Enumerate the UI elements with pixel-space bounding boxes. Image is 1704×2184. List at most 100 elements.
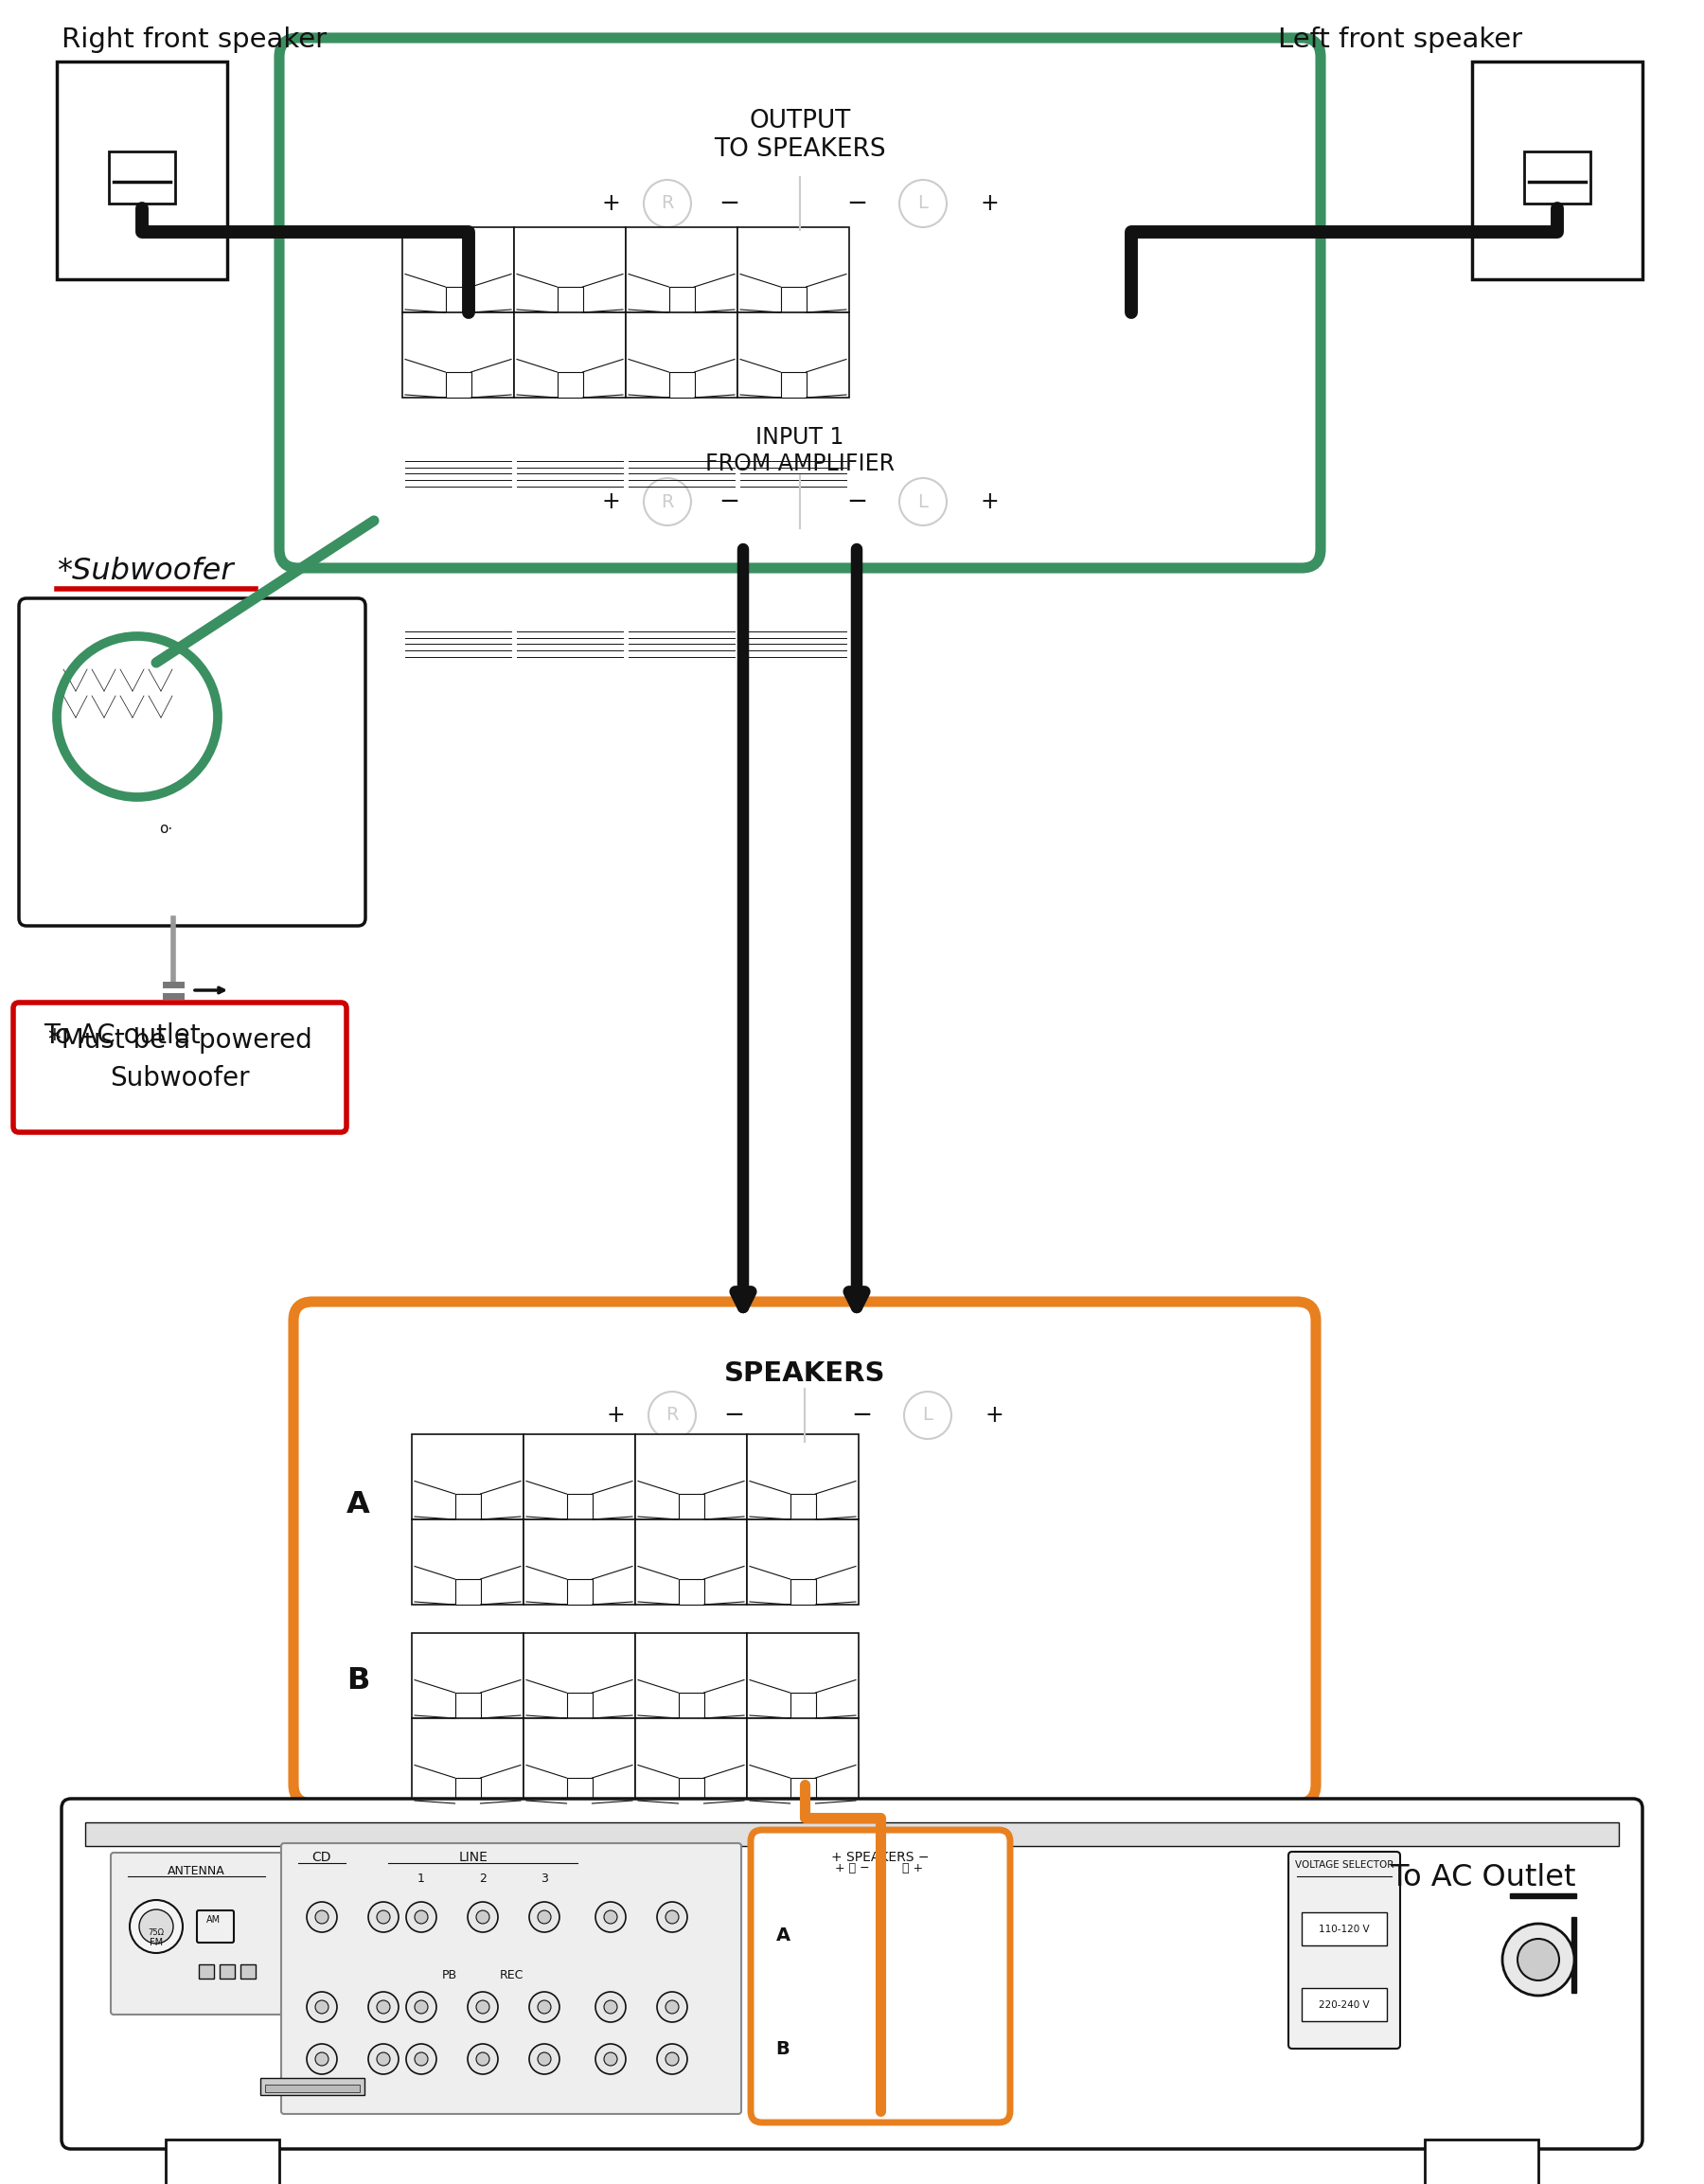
Bar: [636, 1634, 746, 1719]
Bar: [1302, 1913, 1387, 1946]
Bar: [900, 2016, 944, 2060]
Text: CD: CD: [312, 1850, 332, 1863]
Bar: [636, 1435, 746, 1520]
Bar: [804, 1902, 850, 1946]
Bar: [402, 312, 515, 397]
Bar: [455, 1579, 481, 1605]
Circle shape: [307, 1992, 337, 2022]
Circle shape: [475, 2053, 489, 2066]
Text: B: B: [775, 2040, 791, 2060]
Text: Ⓛ +: Ⓛ +: [895, 1863, 924, 1874]
Circle shape: [666, 2001, 678, 2014]
Text: To AC Outlet: To AC Outlet: [1390, 1863, 1576, 1891]
Circle shape: [538, 2001, 550, 2014]
Text: FM: FM: [150, 1937, 164, 1948]
Bar: [625, 312, 738, 397]
Circle shape: [130, 1900, 182, 1952]
Bar: [1425, 2140, 1539, 2184]
Text: Right front speaker: Right front speaker: [61, 26, 327, 52]
Text: −: −: [850, 1402, 872, 1428]
Circle shape: [406, 2044, 436, 2075]
Circle shape: [377, 2053, 390, 2066]
Text: 110-120 V: 110-120 V: [1319, 1924, 1370, 1935]
Bar: [90, 668, 118, 695]
Bar: [852, 2016, 898, 2060]
Text: INPUT 1
FROM AMPLIFIER: INPUT 1 FROM AMPLIFIER: [705, 426, 895, 476]
Bar: [869, 1933, 881, 1946]
Bar: [566, 1693, 593, 1719]
Bar: [566, 1494, 593, 1520]
Bar: [557, 286, 583, 312]
Circle shape: [658, 1992, 687, 2022]
Circle shape: [315, 2053, 329, 2066]
Bar: [118, 668, 147, 695]
Text: −: −: [847, 192, 867, 216]
Bar: [636, 1520, 746, 1605]
Text: −: −: [722, 1402, 745, 1428]
Circle shape: [603, 1911, 617, 1924]
Circle shape: [406, 1902, 436, 1933]
Text: L: L: [918, 194, 929, 212]
Bar: [1571, 1918, 1576, 1992]
Circle shape: [1518, 1939, 1559, 1981]
Bar: [791, 1494, 816, 1520]
Text: 2: 2: [479, 1872, 487, 1885]
Text: +: +: [980, 192, 999, 214]
Bar: [455, 1778, 481, 1804]
Bar: [738, 312, 849, 397]
Bar: [1523, 151, 1590, 203]
Bar: [746, 1435, 859, 1520]
Bar: [821, 1933, 833, 1946]
Text: o⋅: o⋅: [158, 821, 172, 836]
Bar: [746, 1719, 859, 1804]
Bar: [1302, 1987, 1387, 2020]
Bar: [746, 1634, 859, 1719]
Text: L: L: [918, 494, 929, 511]
Bar: [85, 1821, 1619, 1845]
Bar: [412, 1719, 523, 1804]
Circle shape: [377, 1911, 390, 1924]
Bar: [61, 668, 89, 695]
Circle shape: [658, 1902, 687, 1933]
Circle shape: [467, 1902, 498, 1933]
Text: + Ⓢ −: + Ⓢ −: [835, 1863, 869, 1874]
Circle shape: [307, 2044, 337, 2075]
Text: +: +: [602, 192, 620, 214]
Bar: [566, 1778, 593, 1804]
Bar: [412, 1634, 523, 1719]
FancyBboxPatch shape: [61, 1800, 1643, 2149]
FancyBboxPatch shape: [19, 598, 365, 926]
Bar: [220, 1963, 235, 1979]
Bar: [557, 371, 583, 397]
Text: 75Ω: 75Ω: [148, 1928, 164, 1937]
Circle shape: [538, 1911, 550, 1924]
Text: R: R: [661, 494, 673, 511]
Circle shape: [368, 1902, 399, 1933]
Bar: [199, 1963, 215, 1979]
Bar: [915, 1933, 929, 1946]
FancyBboxPatch shape: [48, 640, 228, 793]
Bar: [412, 1520, 523, 1605]
Bar: [869, 2046, 881, 2060]
Bar: [147, 695, 174, 721]
FancyBboxPatch shape: [111, 1852, 283, 2014]
Circle shape: [666, 1911, 678, 1924]
Bar: [678, 1579, 704, 1605]
FancyBboxPatch shape: [293, 1302, 1315, 1804]
Bar: [445, 371, 470, 397]
Bar: [445, 286, 470, 312]
Bar: [566, 1579, 593, 1605]
Circle shape: [1503, 1924, 1574, 1996]
Circle shape: [467, 1992, 498, 2022]
Text: −: −: [719, 489, 740, 513]
Text: +: +: [602, 491, 620, 513]
Circle shape: [414, 1911, 428, 1924]
Circle shape: [368, 2044, 399, 2075]
Bar: [261, 2077, 365, 2094]
Text: Subwoofer: Subwoofer: [111, 1066, 250, 1092]
Bar: [668, 286, 695, 312]
Circle shape: [233, 697, 274, 738]
Text: VOLTAGE SELECTOR: VOLTAGE SELECTOR: [1295, 1861, 1394, 1870]
Circle shape: [414, 2001, 428, 2014]
Bar: [515, 312, 625, 397]
